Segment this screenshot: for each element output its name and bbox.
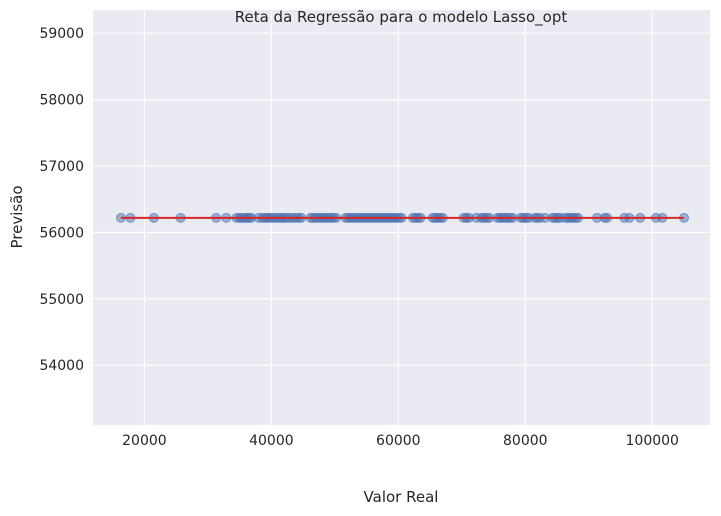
y-tick-label: 54000 bbox=[39, 358, 84, 374]
y-tick-label: 55000 bbox=[39, 292, 84, 308]
y-tick-label: 56000 bbox=[39, 225, 84, 241]
chart-title: Reta da Regressão para o modelo Lasso_op… bbox=[235, 8, 568, 27]
y-tick-label: 58000 bbox=[39, 93, 84, 109]
x-tick-label: 60000 bbox=[376, 433, 421, 449]
y-tick-labels: 54000 55000 56000 57000 58000 59000 bbox=[39, 26, 84, 374]
x-axis-label: Valor Real bbox=[364, 488, 439, 506]
x-tick-label: 80000 bbox=[503, 433, 548, 449]
x-tick-label: 100000 bbox=[626, 433, 679, 449]
x-tick-labels: 20000 40000 60000 80000 100000 bbox=[122, 433, 679, 449]
y-axis-label: Previsão bbox=[8, 185, 26, 248]
y-tick-label: 57000 bbox=[39, 159, 84, 175]
x-tick-label: 20000 bbox=[122, 433, 167, 449]
y-tick-label: 59000 bbox=[39, 26, 84, 42]
scatter-series bbox=[115, 212, 689, 223]
x-tick-label: 40000 bbox=[249, 433, 294, 449]
